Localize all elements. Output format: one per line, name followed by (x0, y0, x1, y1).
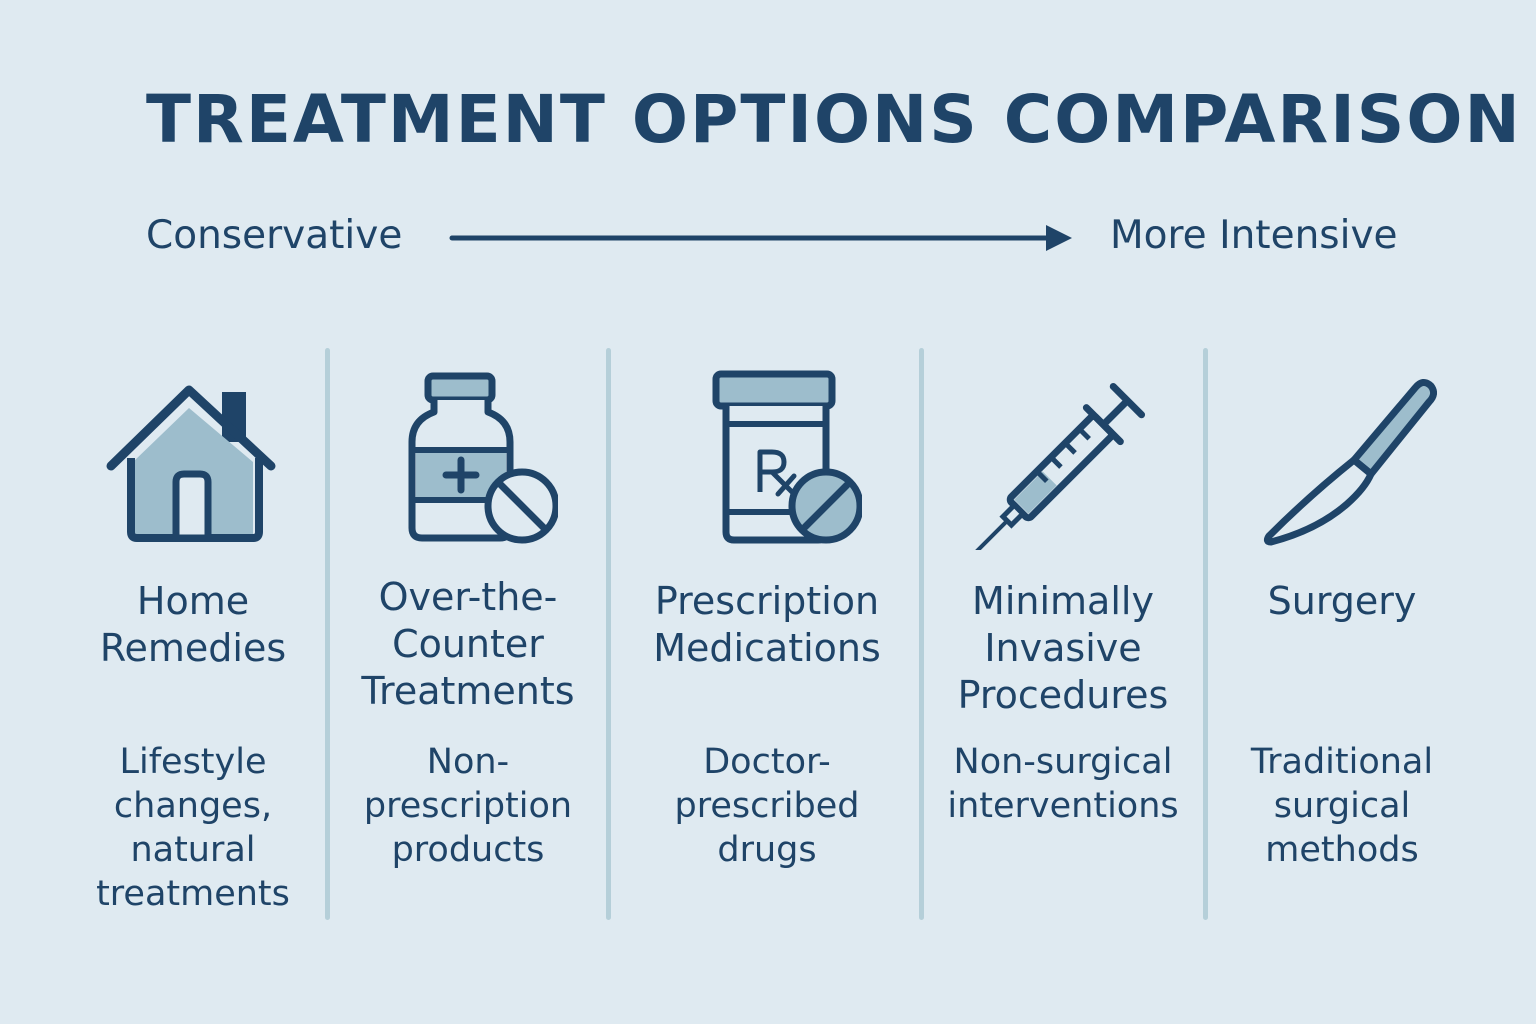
column-divider (325, 348, 330, 920)
column-divider (919, 348, 924, 920)
option-title: Over-the-Counter Treatments (361, 575, 575, 713)
option-title: Minimally Invasive Procedures (957, 579, 1169, 717)
option-description: Traditional surgical methods (1250, 742, 1434, 870)
option-minimally-invasive: Minimally Invasive Procedures Non-surgic… (928, 360, 1198, 940)
house-icon (106, 385, 276, 542)
option-title: Home Remedies (99, 579, 287, 670)
option-description: Non-prescription products (363, 742, 573, 870)
option-home-remedies: Home Remedies Lifestyle changes, natural… (58, 360, 328, 940)
option-description: Lifestyle changes, natural treatments (96, 742, 290, 914)
option-title: Prescription Medications (653, 579, 881, 670)
option-description: Non-surgical interventions (947, 742, 1179, 826)
syringe-icon (974, 382, 1146, 550)
option-description: Doctor-prescribed drugs (674, 742, 860, 870)
prescription-bottle-icon (712, 370, 862, 544)
scale-label-more-intensive: More Intensive (1110, 213, 1398, 258)
medicine-bottle-icon (408, 372, 558, 544)
option-over-the-counter: Over-the-Counter Treatments Non-prescrip… (333, 360, 603, 940)
option-surgery: Surgery Traditional surgical methods (1207, 360, 1477, 940)
page-title: TREATMENT OPTIONS COMPARISON (146, 81, 1522, 158)
option-prescription-medications: Prescription Medications Doctor-prescrib… (632, 360, 902, 940)
scalpel-icon (1263, 379, 1437, 546)
intensity-arrow-icon (449, 225, 1072, 251)
scale-label-conservative: Conservative (146, 213, 403, 258)
column-divider (606, 348, 611, 920)
column-divider (1203, 348, 1208, 920)
option-title: Surgery (1267, 579, 1417, 623)
